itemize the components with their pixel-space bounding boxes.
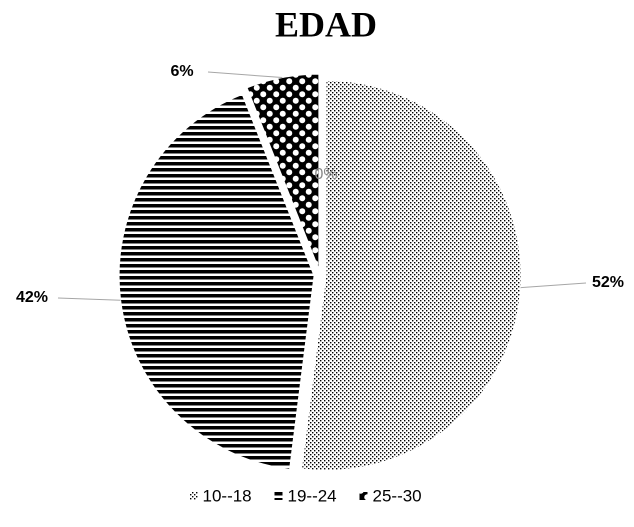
data-label: 42% — [16, 289, 48, 306]
pie-slice — [300, 79, 522, 471]
legend-swatch — [189, 492, 198, 500]
pie-slice — [246, 73, 320, 270]
pie-slice — [118, 93, 315, 470]
legend-label: 25--30 — [373, 486, 422, 505]
legend-label: 19--24 — [288, 486, 337, 505]
data-label: 6% — [170, 63, 193, 80]
legend-label: 10--18 — [203, 486, 252, 505]
chart-title: EDAD — [275, 4, 377, 44]
leader-line — [520, 282, 587, 289]
leader-line — [207, 71, 283, 79]
legend-swatch — [359, 492, 368, 500]
data-label: 0% — [314, 166, 337, 183]
legend-swatch — [274, 492, 283, 500]
data-label: 52% — [592, 274, 624, 291]
leader-line — [57, 297, 121, 301]
